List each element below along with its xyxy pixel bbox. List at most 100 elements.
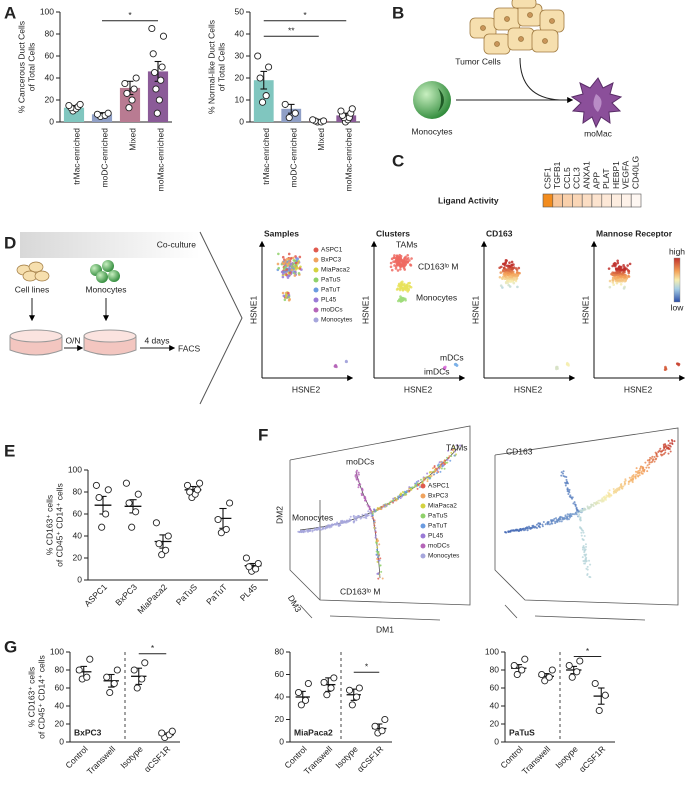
diffusion-dot (522, 527, 525, 530)
diffusion-dot (417, 484, 420, 487)
diffusion-dot (373, 520, 376, 523)
diffusion-dot (565, 482, 568, 485)
diffusion-dot (306, 529, 309, 532)
data-point (573, 668, 581, 676)
y-tick-label: 30 (235, 50, 245, 60)
diffusion-dot (298, 530, 301, 533)
diffusion-dot (584, 543, 587, 546)
legend-label: PaTuS (321, 277, 341, 284)
diffusion-dot (653, 460, 656, 463)
diffusion-dot (574, 503, 577, 506)
diffusion-dot (447, 449, 450, 452)
legend-label: Monocytes (428, 553, 460, 560)
y-tick-label: 0 (279, 736, 284, 746)
diffusion-dot (584, 553, 587, 556)
data-point (158, 729, 166, 737)
diffusion-dot (599, 499, 602, 502)
y-tick-label: 40 (490, 700, 500, 710)
data-point (168, 727, 176, 735)
diffusion-dot (641, 469, 644, 472)
y-tick-label: 60 (73, 508, 83, 518)
y-tick-label: 0 (239, 116, 244, 126)
tsne-dot (395, 288, 399, 291)
ligand-label: VEGFA (621, 160, 631, 189)
data-point (320, 117, 328, 125)
y-axis-label: % Cancerous Duct Cells (16, 21, 26, 113)
x-tick-label: Mixed (316, 128, 326, 151)
tsne-dot (503, 264, 507, 267)
diffusion-dot (638, 474, 641, 477)
data-point (152, 519, 160, 527)
diffusion-dot (655, 454, 658, 457)
tsne-dot (503, 273, 507, 276)
significance-label: * (303, 10, 307, 20)
x-tick-label: PL45 (238, 582, 259, 603)
diffusion-dot (373, 524, 376, 527)
diffusion-dot (578, 513, 581, 516)
x-tick-label: BxPC3 (113, 582, 139, 608)
data-point (304, 679, 312, 688)
tsne-dot (289, 262, 293, 266)
tsne-dot (281, 291, 285, 295)
colorbar-label: high (669, 246, 685, 256)
diffusion-title: CD163 (506, 446, 533, 456)
tsne-dot (408, 285, 412, 288)
diffusion-dot (376, 548, 379, 551)
ligand-label: CSF1 (542, 167, 552, 189)
tsne-dot (294, 261, 298, 265)
diffusion-dot (359, 483, 362, 486)
data-point (125, 104, 133, 112)
coculture-banner (20, 232, 200, 258)
diffusion-dot (376, 556, 379, 559)
diffusion-dot (414, 483, 417, 486)
diffusion-dot (357, 486, 360, 489)
tsne-dot (612, 283, 615, 287)
diffusion-dot (518, 529, 521, 532)
heat-cell (630, 193, 642, 208)
tsne-dot (399, 267, 402, 271)
tsne-ylabel: HSNE1 (580, 296, 590, 325)
legend-label: moDCs (321, 307, 343, 314)
tsne-dot (297, 271, 301, 275)
tsne-dot (622, 268, 625, 271)
diffusion-dot (628, 476, 631, 479)
diffusion-dot (560, 520, 563, 523)
tsne-dot (403, 297, 407, 301)
diffusion-dot (601, 499, 604, 502)
diffusion-dot (382, 505, 385, 508)
diffusion-dot (410, 488, 413, 491)
diffusion-dot (375, 509, 378, 512)
tsne-xlabel: HSNE2 (292, 384, 321, 394)
diffusion-dot (550, 522, 553, 525)
diffusion-dot (585, 567, 588, 570)
significance-label: * (128, 10, 132, 20)
diffusion-dot (555, 517, 558, 520)
data-point (214, 515, 222, 524)
tsne-dot (663, 368, 667, 372)
diffusion-dot (603, 496, 606, 499)
data-point (595, 706, 603, 715)
bar (147, 71, 169, 122)
data-point (601, 691, 609, 699)
panel-label: B (392, 3, 404, 22)
data-point (193, 486, 201, 494)
data-point (327, 684, 335, 692)
data-point (196, 479, 204, 487)
data-point (302, 696, 310, 704)
data-point (337, 107, 345, 115)
data-point (164, 532, 172, 540)
diffusion-dot (566, 515, 569, 518)
y-tick-label: 0 (494, 736, 499, 746)
tsne-dot (616, 267, 620, 270)
data-point (125, 499, 133, 507)
diffusion-dot (639, 467, 642, 470)
tsne-dot (623, 271, 626, 274)
diffusion-dot (426, 480, 429, 483)
data-point (128, 523, 136, 531)
tsne-dot (510, 267, 513, 270)
y-tick-label: 100 (50, 646, 64, 656)
diffusion-dot (440, 463, 443, 466)
diffusion-dot (408, 490, 411, 493)
tsne-dot (628, 262, 632, 266)
diffusion-dot (376, 572, 379, 575)
